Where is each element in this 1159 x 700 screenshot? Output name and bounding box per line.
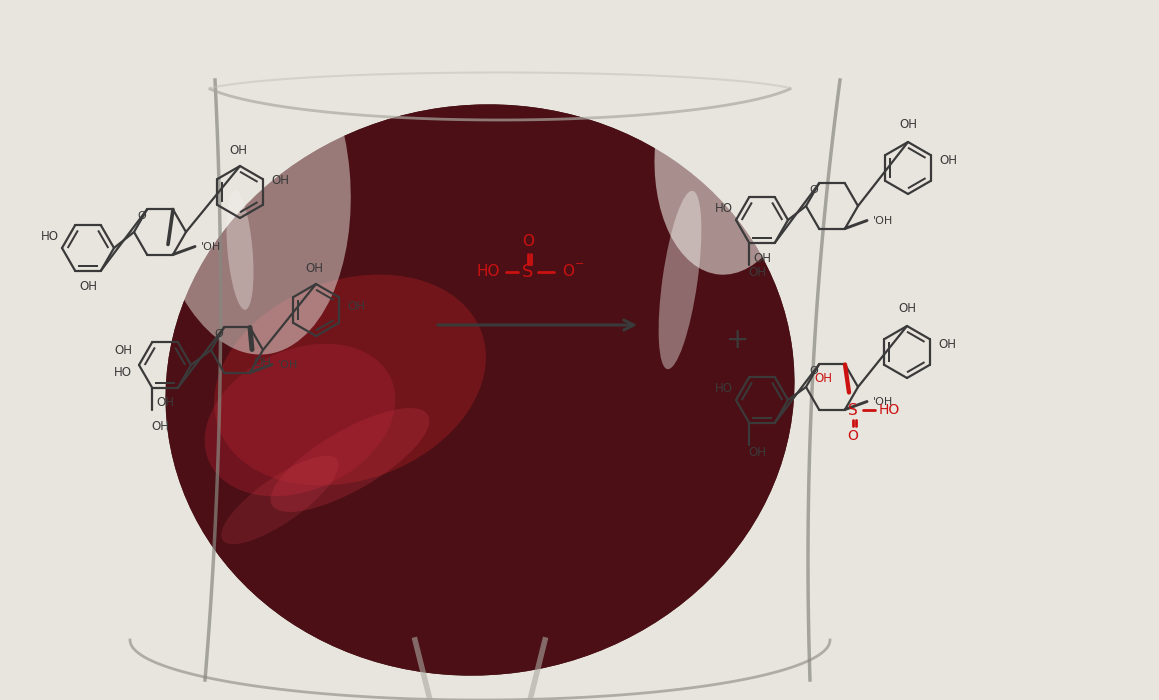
Text: OH: OH bbox=[898, 302, 916, 316]
Text: HO: HO bbox=[476, 265, 500, 279]
Text: 'OH: 'OH bbox=[278, 360, 298, 370]
Text: HO: HO bbox=[41, 230, 59, 242]
Ellipse shape bbox=[205, 344, 395, 496]
Text: OH: OH bbox=[899, 118, 917, 132]
Text: OH: OH bbox=[347, 300, 365, 312]
Text: OH: OH bbox=[151, 421, 169, 433]
Text: OH: OH bbox=[748, 445, 766, 458]
Text: OH: OH bbox=[229, 144, 247, 157]
Ellipse shape bbox=[655, 25, 806, 274]
Ellipse shape bbox=[221, 456, 338, 544]
Text: O: O bbox=[810, 185, 818, 195]
Ellipse shape bbox=[214, 274, 486, 486]
Text: O: O bbox=[214, 329, 224, 339]
Text: S: S bbox=[523, 263, 533, 281]
Text: OH: OH bbox=[305, 262, 323, 274]
Text: −: − bbox=[575, 259, 584, 269]
Text: HO: HO bbox=[715, 202, 732, 214]
Text: OH: OH bbox=[156, 396, 174, 410]
Text: HO: HO bbox=[715, 382, 732, 395]
Text: HO: HO bbox=[114, 367, 132, 379]
Ellipse shape bbox=[658, 191, 701, 369]
Ellipse shape bbox=[271, 408, 429, 512]
Text: OH: OH bbox=[938, 337, 956, 351]
Text: OH: OH bbox=[271, 174, 289, 186]
Ellipse shape bbox=[166, 104, 794, 675]
Text: OH: OH bbox=[79, 279, 97, 293]
Text: OH: OH bbox=[114, 344, 132, 358]
Text: 'OH: 'OH bbox=[201, 241, 221, 251]
Ellipse shape bbox=[150, 6, 351, 355]
Text: OH: OH bbox=[939, 153, 957, 167]
Ellipse shape bbox=[166, 104, 794, 675]
Text: O: O bbox=[138, 211, 146, 221]
Text: O: O bbox=[810, 366, 818, 376]
Text: S: S bbox=[848, 403, 858, 418]
Text: OH: OH bbox=[253, 356, 271, 369]
Ellipse shape bbox=[166, 104, 794, 675]
Text: OH: OH bbox=[753, 251, 771, 265]
Ellipse shape bbox=[226, 190, 254, 310]
Text: OH: OH bbox=[748, 265, 766, 279]
Text: HO: HO bbox=[879, 403, 899, 417]
Text: +: + bbox=[727, 326, 750, 354]
Text: OH: OH bbox=[814, 372, 832, 385]
Text: O: O bbox=[847, 430, 859, 444]
Text: O: O bbox=[522, 234, 534, 249]
Text: 'OH: 'OH bbox=[873, 396, 894, 407]
Text: O: O bbox=[562, 265, 574, 279]
Text: 'OH: 'OH bbox=[873, 216, 894, 225]
